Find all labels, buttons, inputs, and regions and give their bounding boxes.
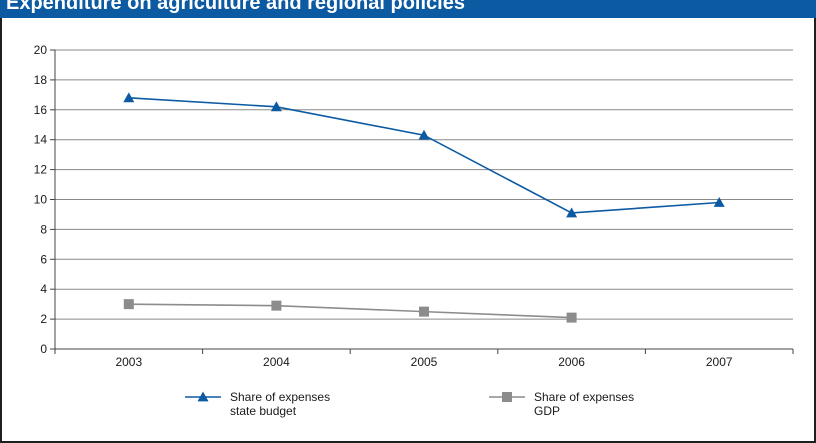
data-point (271, 300, 282, 311)
y-tick-label: 6 (40, 252, 47, 266)
data-point (566, 312, 577, 323)
y-tick-label: 20 (34, 43, 48, 57)
x-tick-label: 2007 (706, 355, 733, 369)
gridlines (55, 49, 793, 320)
series-1 (123, 92, 725, 218)
data-point (419, 306, 429, 317)
data-point (713, 196, 725, 207)
y-tick-label: 0 (40, 342, 47, 356)
series-line (128, 97, 720, 214)
y-tick-label: 16 (34, 103, 48, 117)
series-2 (123, 299, 577, 323)
y-tick-label: 12 (34, 163, 48, 177)
series-line (128, 303, 572, 319)
data-point (270, 101, 282, 112)
legend-marker (502, 392, 512, 402)
x-tick-label: 2003 (115, 355, 142, 369)
data-point (123, 92, 135, 103)
legend-label: Share of expenses (230, 390, 330, 404)
legend-label: GDP (534, 404, 560, 418)
y-tick-label: 10 (34, 193, 48, 207)
data-point (566, 207, 578, 218)
data-point (123, 299, 134, 310)
y-tick-label: 18 (34, 73, 48, 87)
y-tick-label: 4 (40, 282, 47, 296)
series-group (123, 92, 725, 323)
y-tick-label: 2 (40, 312, 47, 326)
y-tick-label: 8 (40, 222, 47, 236)
y-tick-label: 14 (34, 133, 48, 147)
chart-title: Expenditure on agriculture and regional … (6, 0, 465, 14)
title-bar: Expenditure on agriculture and regional … (0, 0, 816, 18)
legend-marker (197, 391, 209, 402)
x-tick-label: 2005 (411, 355, 438, 369)
legend-label: Share of expenses (534, 390, 634, 404)
x-tick-label: 2004 (263, 355, 290, 369)
data-point (418, 129, 430, 140)
x-axis-ticks: 2003 2004 2005 2006 2007 (54, 349, 794, 369)
y-axis-ticks: 0 2 4 6 8 10 12 14 16 18 20 (34, 43, 55, 356)
x-tick-label: 2006 (558, 355, 585, 369)
legend-label: state budget (230, 404, 297, 418)
